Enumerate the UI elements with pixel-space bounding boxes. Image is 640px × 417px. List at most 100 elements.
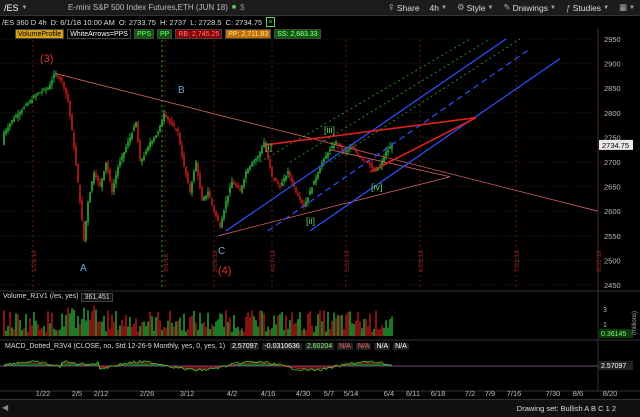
volume-bar	[167, 320, 169, 336]
candle-body	[121, 156, 123, 161]
candle-body	[325, 155, 327, 159]
channel-upper-line	[225, 38, 507, 232]
volume-bar	[343, 329, 345, 336]
volume-bar	[31, 325, 33, 336]
volume-bar	[139, 326, 141, 336]
volume-bar	[229, 317, 231, 336]
candle-body	[203, 197, 205, 201]
macd-line	[3, 359, 393, 372]
drawings-label: Drawings	[512, 2, 549, 13]
candle-body	[31, 100, 33, 103]
candle-body	[29, 100, 31, 103]
study-tag[interactable]: SS: 2,683.33	[274, 29, 321, 39]
wave-label: B	[178, 85, 185, 96]
candle-body	[279, 185, 281, 188]
wave-label: [ii]	[306, 216, 315, 226]
candle-body	[119, 161, 121, 166]
volume-bar	[19, 320, 21, 336]
candle-body	[9, 123, 11, 127]
volume-bar	[49, 323, 51, 336]
study-tag[interactable]: PP	[157, 29, 173, 39]
chart-background	[0, 28, 640, 399]
volume-tick-label: 1	[603, 322, 607, 329]
candle-body	[11, 120, 13, 124]
candle-body	[267, 149, 269, 159]
x-axis-tick-label: 2/12	[94, 389, 109, 398]
volume-last-label: 0.36145	[601, 331, 626, 338]
style-button[interactable]: ⚙ Style ▼	[452, 1, 498, 15]
candle-body	[195, 161, 197, 172]
candle-body	[381, 161, 383, 166]
bar-date: D: 6/1/18 10:00 AM	[50, 17, 115, 27]
candle-body	[191, 182, 193, 193]
candle-body	[99, 180, 101, 187]
volume-bar	[391, 316, 393, 336]
volume-bar	[361, 328, 363, 336]
candle-body	[335, 141, 337, 144]
close-icon[interactable]: ×	[266, 17, 275, 27]
x-axis-tick-label: 2/5	[72, 389, 82, 398]
volume-bar	[77, 315, 79, 336]
price-tick-label: 2750	[604, 133, 621, 142]
volume-bar	[37, 324, 39, 336]
date-gridline-label: 3/1/18	[163, 254, 170, 272]
candle-body	[113, 183, 115, 192]
study-tag[interactable]: PPS	[133, 29, 154, 39]
price-chart[interactable]: 2950 2900 2850 2800 2750 2700 2650 2600 2550 2500…	[0, 28, 640, 399]
support-trendline	[217, 176, 451, 237]
volume-bar	[87, 310, 89, 336]
wave-label: [iii]	[324, 125, 335, 135]
layout-button[interactable]: ▦ ▼	[614, 1, 640, 15]
volume-bar	[295, 322, 297, 336]
study-tag[interactable]: VolumeProfile	[15, 29, 65, 39]
candle-body	[135, 122, 137, 127]
date-gridline-label: 8/31/18	[596, 250, 603, 272]
volume-bar	[55, 330, 57, 336]
drawings-button[interactable]: ✎ Drawings ▼	[498, 1, 561, 15]
candle-body	[57, 76, 59, 78]
volume-bar	[153, 330, 155, 336]
macd-last-marker	[599, 361, 633, 370]
volume-bar	[109, 329, 111, 336]
volume-bar	[79, 324, 81, 336]
volume-bar	[355, 320, 357, 336]
volume-bar	[311, 325, 313, 336]
volume-bar	[81, 319, 83, 336]
volume-bar	[95, 309, 97, 336]
candle-body	[219, 222, 221, 227]
candle-body	[337, 143, 339, 146]
price-tick-label: 2550	[604, 232, 621, 241]
volume-tick-label: 3	[603, 307, 607, 314]
candle-body	[123, 152, 125, 158]
share-button[interactable]: ⇪ Share	[383, 1, 425, 15]
volume-bar	[47, 311, 49, 336]
volume-bar	[199, 312, 201, 336]
candle-body	[35, 94, 37, 97]
drawing-set-label[interactable]: Drawing set: Bullish A B C 1 2	[516, 404, 616, 413]
wave-label: [i]	[265, 142, 272, 152]
candle-body	[7, 127, 9, 131]
candle-body	[341, 147, 343, 151]
volume-bar	[143, 321, 145, 336]
candle-body	[59, 77, 61, 80]
study-tag[interactable]: PP: 2,711.83	[225, 29, 272, 39]
chevron-down-icon: ▼	[629, 4, 635, 11]
volume-bar	[93, 305, 95, 336]
volume-bar	[387, 327, 389, 336]
candle-body	[91, 181, 93, 192]
scroll-left-icon[interactable]: ◀	[2, 403, 9, 412]
volume-bar	[219, 313, 221, 336]
volume-bar	[145, 325, 147, 336]
candle-body	[43, 89, 45, 91]
period-selector[interactable]: 4h ▼	[425, 1, 452, 15]
volume-bar	[317, 314, 319, 336]
volume-bar	[265, 331, 267, 336]
volume-bar	[255, 320, 257, 336]
studies-button[interactable]: ƒ Studies ▼	[561, 1, 614, 15]
study-tag[interactable]: WhiteArrows=PPS	[67, 29, 131, 39]
study-tag[interactable]: RB: 2,745.25	[175, 29, 223, 39]
symbol-selector[interactable]: /ES ▼	[0, 3, 64, 13]
wave-label: (4)	[218, 265, 231, 277]
bottom-bar: ◀ Drawing set: Bullish A B C 1 2	[0, 399, 640, 417]
x-axis-tick-label: 6/11	[406, 389, 420, 398]
